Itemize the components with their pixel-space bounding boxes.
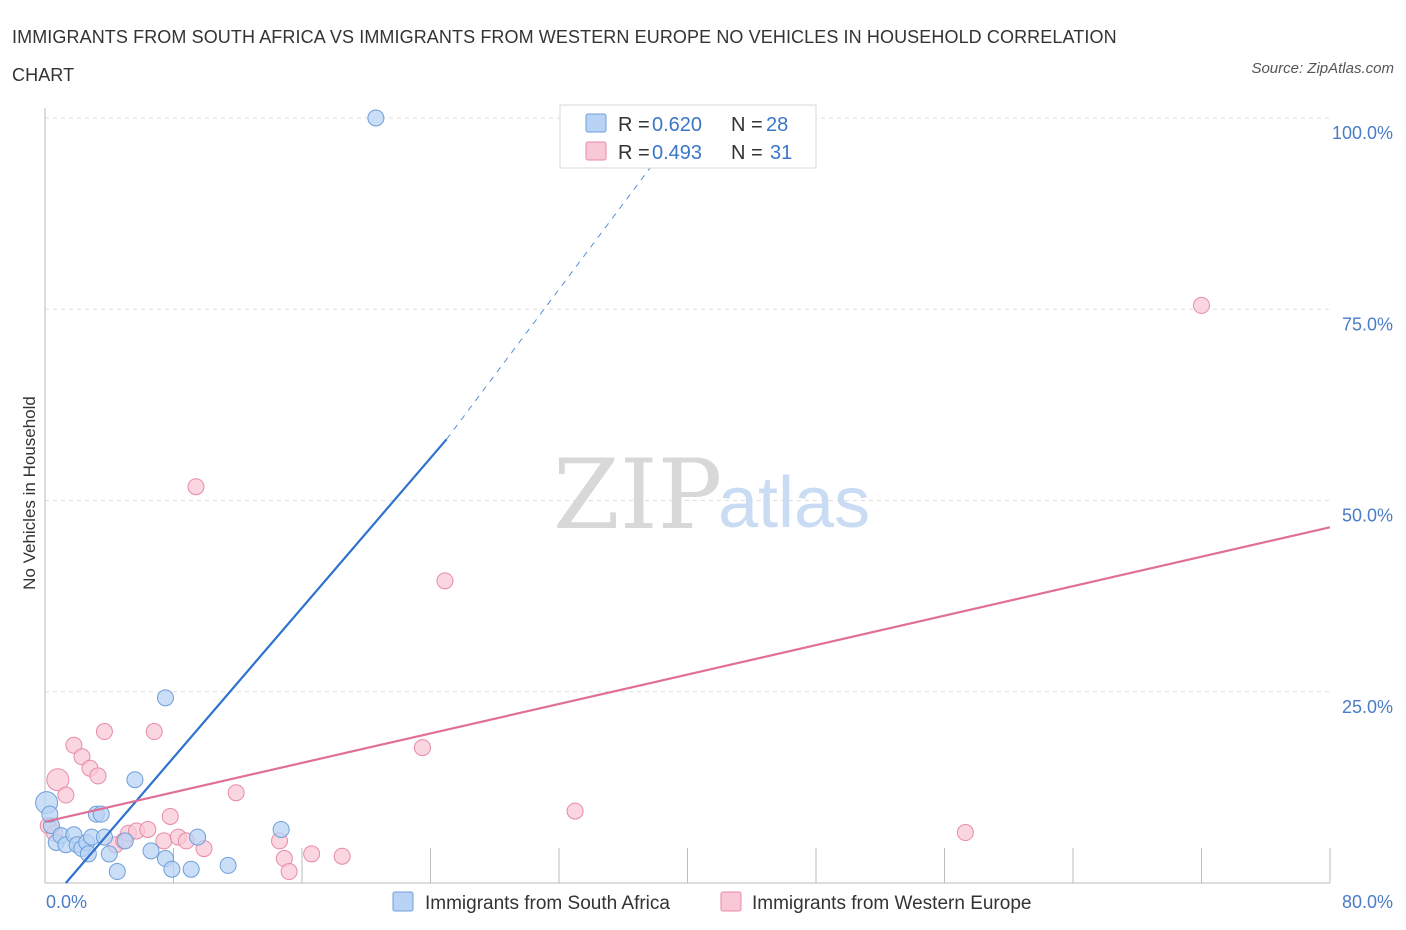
axes	[44, 108, 1331, 884]
blue-point-21	[163, 860, 181, 878]
blue-point-18	[142, 842, 160, 860]
pink-point-14	[145, 723, 163, 741]
bottom-legend-label-south-africa: Immigrants from South Africa	[425, 893, 670, 914]
legend-n-label-blue: N =	[731, 114, 763, 136]
legend-r-label-blue: R =	[618, 114, 650, 136]
chart-title: IMMIGRANTS FROM SOUTH AFRICA VS IMMIGRAN…	[12, 27, 1117, 85]
legend-r-value-blue: 0.620	[652, 114, 702, 136]
x-tick-label-1: 80.0%	[1342, 892, 1393, 912]
bottom-legend-swatch-pink	[720, 891, 742, 912]
y-tick-label-0: 25.0%	[1342, 697, 1393, 717]
legend-swatch-pink	[585, 141, 607, 161]
x-tick-label-0: 0.0%	[46, 892, 87, 912]
bottom-legend-swatch-blue	[392, 891, 414, 912]
y-tick-label-3: 100.0%	[1332, 123, 1393, 143]
legend-r-value-pink: 0.493	[652, 142, 702, 164]
pink-point-16	[161, 807, 179, 825]
legend: R = 0.620 N = 28 R = 0.493 N = 31	[559, 104, 817, 169]
pink-point-28	[436, 572, 454, 590]
series-south-africa-points	[35, 109, 385, 881]
pink-point-30	[956, 824, 974, 842]
bottom-legend: Immigrants from South Africa Immigrants …	[392, 891, 1031, 914]
watermark: ZIP atlas	[553, 439, 870, 551]
pink-point-31	[1193, 296, 1210, 314]
bottom-legend-label-western-europe: Immigrants from Western Europe	[752, 893, 1031, 914]
blue-point-16	[116, 832, 134, 850]
legend-n-value-blue: 28	[766, 114, 788, 136]
legend-swatch-blue	[585, 113, 607, 133]
y-tick-label-2: 75.0%	[1342, 314, 1393, 334]
pink-point-13	[139, 820, 157, 838]
legend-n-label-pink: N =	[731, 142, 763, 164]
blue-point-20	[156, 689, 174, 707]
pink-trend-line	[44, 526, 1331, 823]
y-tick-label-1: 50.0%	[1342, 506, 1393, 526]
pink-point-3	[57, 786, 75, 804]
pink-point-8	[95, 723, 113, 741]
trend-lines	[44, 117, 1331, 884]
series-western-europe-points	[39, 296, 1210, 881]
pink-point-7	[89, 767, 107, 785]
pink-point-25	[303, 845, 321, 863]
legend-r-label-pink: R =	[618, 142, 650, 164]
blue-point-22	[182, 860, 200, 878]
blue-point-24	[219, 856, 237, 874]
blue-point-23	[189, 828, 207, 846]
watermark-atlas: atlas	[718, 463, 870, 543]
blue-point-27	[41, 805, 59, 823]
blue-point-14	[100, 845, 118, 863]
blue-point-25	[272, 820, 290, 838]
blue-trend-line	[65, 438, 448, 884]
pink-point-29	[566, 802, 584, 820]
grid-lines	[45, 117, 1330, 693]
watermark-zip: ZIP	[553, 439, 722, 551]
blue-point-17	[126, 771, 144, 789]
blue-point-15	[108, 863, 126, 881]
x-tick-labels: 0.0% 80.0%	[46, 892, 1393, 912]
y-axis-label: No Vehicles in Household	[20, 396, 39, 590]
blue-point-26	[367, 109, 385, 127]
pink-point-2	[46, 768, 70, 792]
y-tick-labels: 25.0% 50.0% 75.0% 100.0%	[1332, 123, 1393, 717]
pink-point-26	[333, 847, 351, 865]
pink-point-27	[413, 739, 431, 757]
pink-point-24	[280, 863, 298, 881]
pink-point-21	[227, 784, 245, 802]
blue-point-9	[79, 845, 97, 863]
legend-n-value-pink: 31	[770, 142, 792, 164]
pink-point-19	[187, 478, 205, 496]
source-label: Source: ZipAtlas.com	[1251, 60, 1394, 77]
